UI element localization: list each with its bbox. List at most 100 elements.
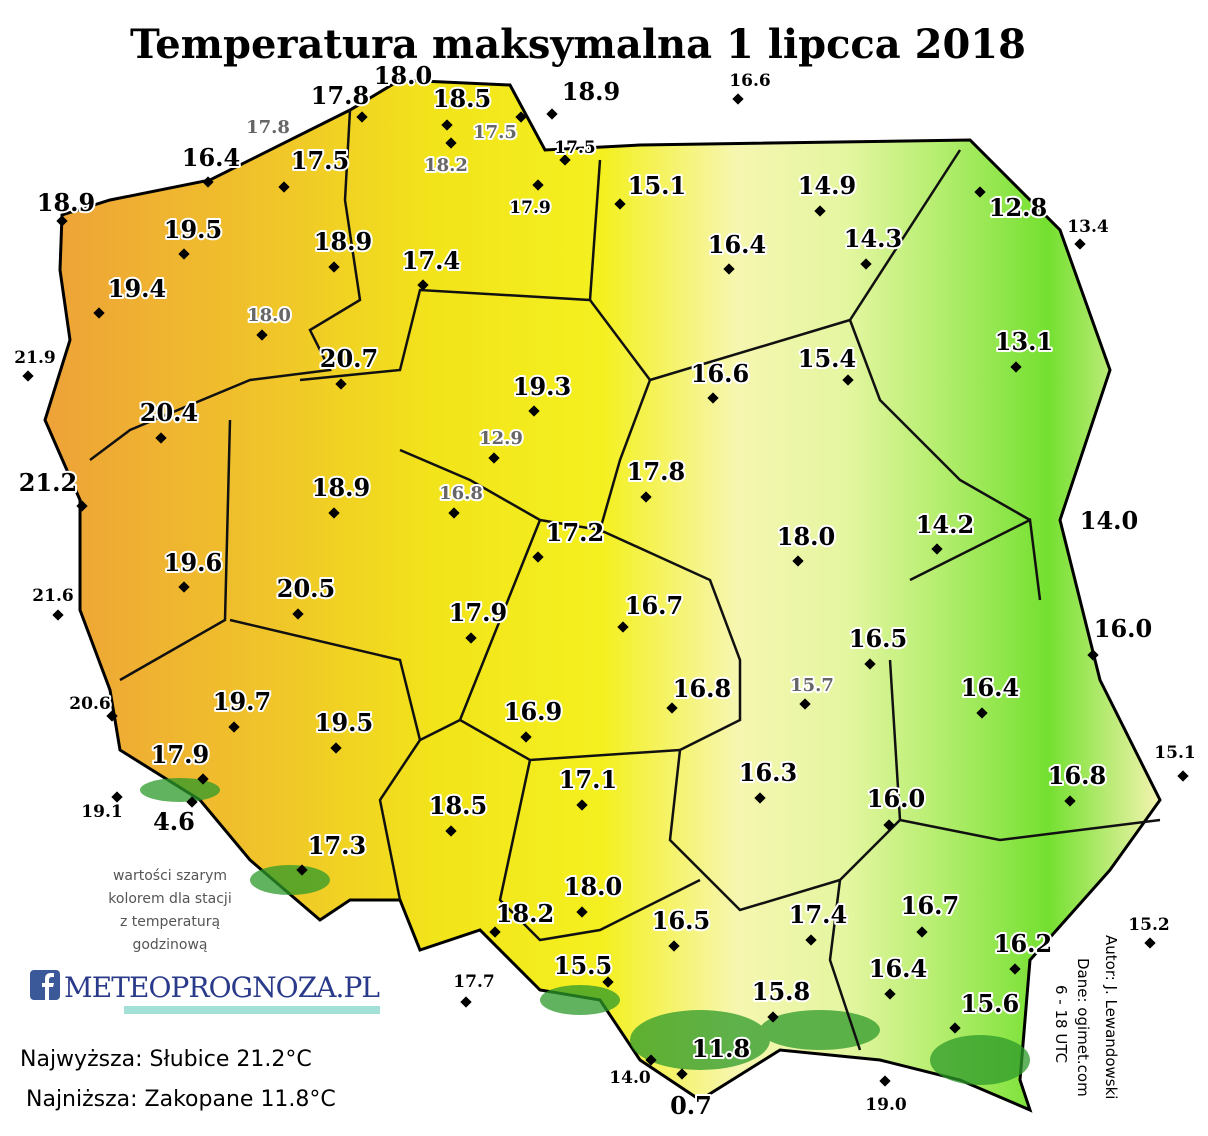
station-dot [330, 742, 342, 754]
station-dot [278, 181, 290, 193]
station-label: 19.7 [213, 687, 271, 716]
station-dot [640, 491, 652, 503]
station-dot [178, 248, 190, 260]
station-label: 15.5 [554, 951, 612, 980]
mountains [140, 778, 1030, 1085]
station-label: 17.9 [509, 198, 550, 218]
note-line: kolorem dla stacji [108, 891, 231, 907]
station-label: 18.0 [564, 872, 622, 901]
station-label: 16.4 [708, 230, 766, 259]
note-line: godzinową [132, 937, 207, 953]
station-dot [884, 988, 896, 1000]
station-dot [445, 137, 457, 149]
station-label: 16.4 [869, 954, 927, 983]
station-dot [532, 551, 544, 563]
station-dot [916, 926, 928, 938]
station-label: 16.2 [994, 929, 1052, 958]
station-label: 14.0 [609, 1068, 651, 1088]
station-dot [842, 374, 854, 386]
station-label: 17.3 [308, 831, 366, 860]
station-dot [256, 329, 268, 341]
station-label: 15.8 [752, 977, 810, 1006]
station-label: 16.0 [1094, 614, 1152, 643]
station-dot [676, 1068, 688, 1080]
station-dot [1087, 649, 1099, 661]
station-dot [883, 819, 895, 831]
station-dot [417, 279, 429, 291]
station-label: 19.4 [108, 274, 166, 303]
station-dot [860, 258, 872, 270]
logo: METEOPROGNOZA.PL [64, 971, 380, 1004]
station-label: 14.3 [844, 224, 902, 253]
station-label: 18.9 [314, 227, 372, 256]
station-label: 13.1 [995, 327, 1053, 356]
station-label: 19.6 [164, 548, 222, 577]
station-dot [328, 507, 340, 519]
station-label: 18.9 [37, 188, 95, 217]
station-dot [576, 906, 588, 918]
station-dot [723, 263, 735, 275]
station-label: 19.1 [81, 802, 122, 822]
station-label: 14.0 [1080, 506, 1138, 535]
station-label: 0.7 [670, 1091, 712, 1120]
station-dot [202, 176, 214, 188]
station-label: 16.6 [729, 71, 770, 91]
credit: Dane: ogimet.com [1074, 958, 1092, 1097]
station-label: 17.2 [546, 518, 604, 547]
station-dot [707, 392, 719, 404]
station-dot [792, 555, 804, 567]
station-dot [155, 432, 167, 444]
station-label: 16.0 [867, 784, 925, 813]
station-label: 16.8 [439, 483, 483, 504]
station-dot [197, 773, 209, 785]
station-label: 19.5 [315, 708, 373, 737]
station-dot [52, 609, 64, 621]
station-dot [488, 452, 500, 464]
station-dot [448, 507, 460, 519]
station-label: 18.9 [562, 77, 620, 106]
borders [89, 109, 1161, 1051]
station-dot [328, 261, 340, 273]
title: Temperatura maksymalna 1 lipcca 2018 [130, 21, 1026, 68]
station-label: 16.8 [673, 674, 731, 703]
station-label: 19.3 [513, 372, 571, 401]
station-label: 17.8 [311, 81, 369, 110]
station-dot [617, 621, 629, 633]
station-dot [445, 825, 457, 837]
logo-strip [124, 1006, 380, 1014]
station-label: 15.1 [1154, 743, 1195, 763]
station-label: 15.6 [961, 989, 1019, 1018]
station-dot [805, 934, 817, 946]
station-label: 17.4 [402, 246, 460, 275]
station-label: 17.5 [291, 146, 349, 175]
station-dot [1144, 937, 1156, 949]
station-dot [668, 940, 680, 952]
station-label: 16.4 [961, 673, 1019, 702]
station-dot [460, 996, 472, 1008]
station-label: 17.1 [559, 765, 617, 794]
station-label: 17.9 [151, 740, 209, 769]
station-label: 19.5 [164, 215, 222, 244]
station-label: 20.7 [320, 344, 378, 373]
station-label: 16.5 [849, 624, 907, 653]
station-label: 15.2 [1128, 915, 1169, 935]
station-label: 18.0 [777, 522, 835, 551]
station-label: 13.4 [1067, 217, 1109, 237]
station-dot [931, 543, 943, 555]
station-dot [879, 1075, 891, 1087]
stations: 17.818.018.5 18.9 16.617.8 17.518.217.516.4… [12, 59, 1197, 1122]
station-label: 16.5 [652, 906, 710, 935]
station-label: 20.4 [140, 398, 198, 427]
station-label: 14.9 [798, 171, 856, 200]
station-dot [1010, 361, 1022, 373]
station-dot [754, 792, 766, 804]
station-label: 20.5 [277, 574, 335, 603]
station-label: 18.5 [433, 84, 491, 113]
note: wartości szarym kolorem dla stacji z tem… [108, 868, 231, 953]
lowest: Najniższa: Zakopane 11.8°C [26, 1087, 336, 1112]
station-label: 16.7 [625, 591, 683, 620]
station-dot [520, 731, 532, 743]
station-label: 21.6 [32, 586, 73, 606]
station-dot [178, 581, 190, 593]
